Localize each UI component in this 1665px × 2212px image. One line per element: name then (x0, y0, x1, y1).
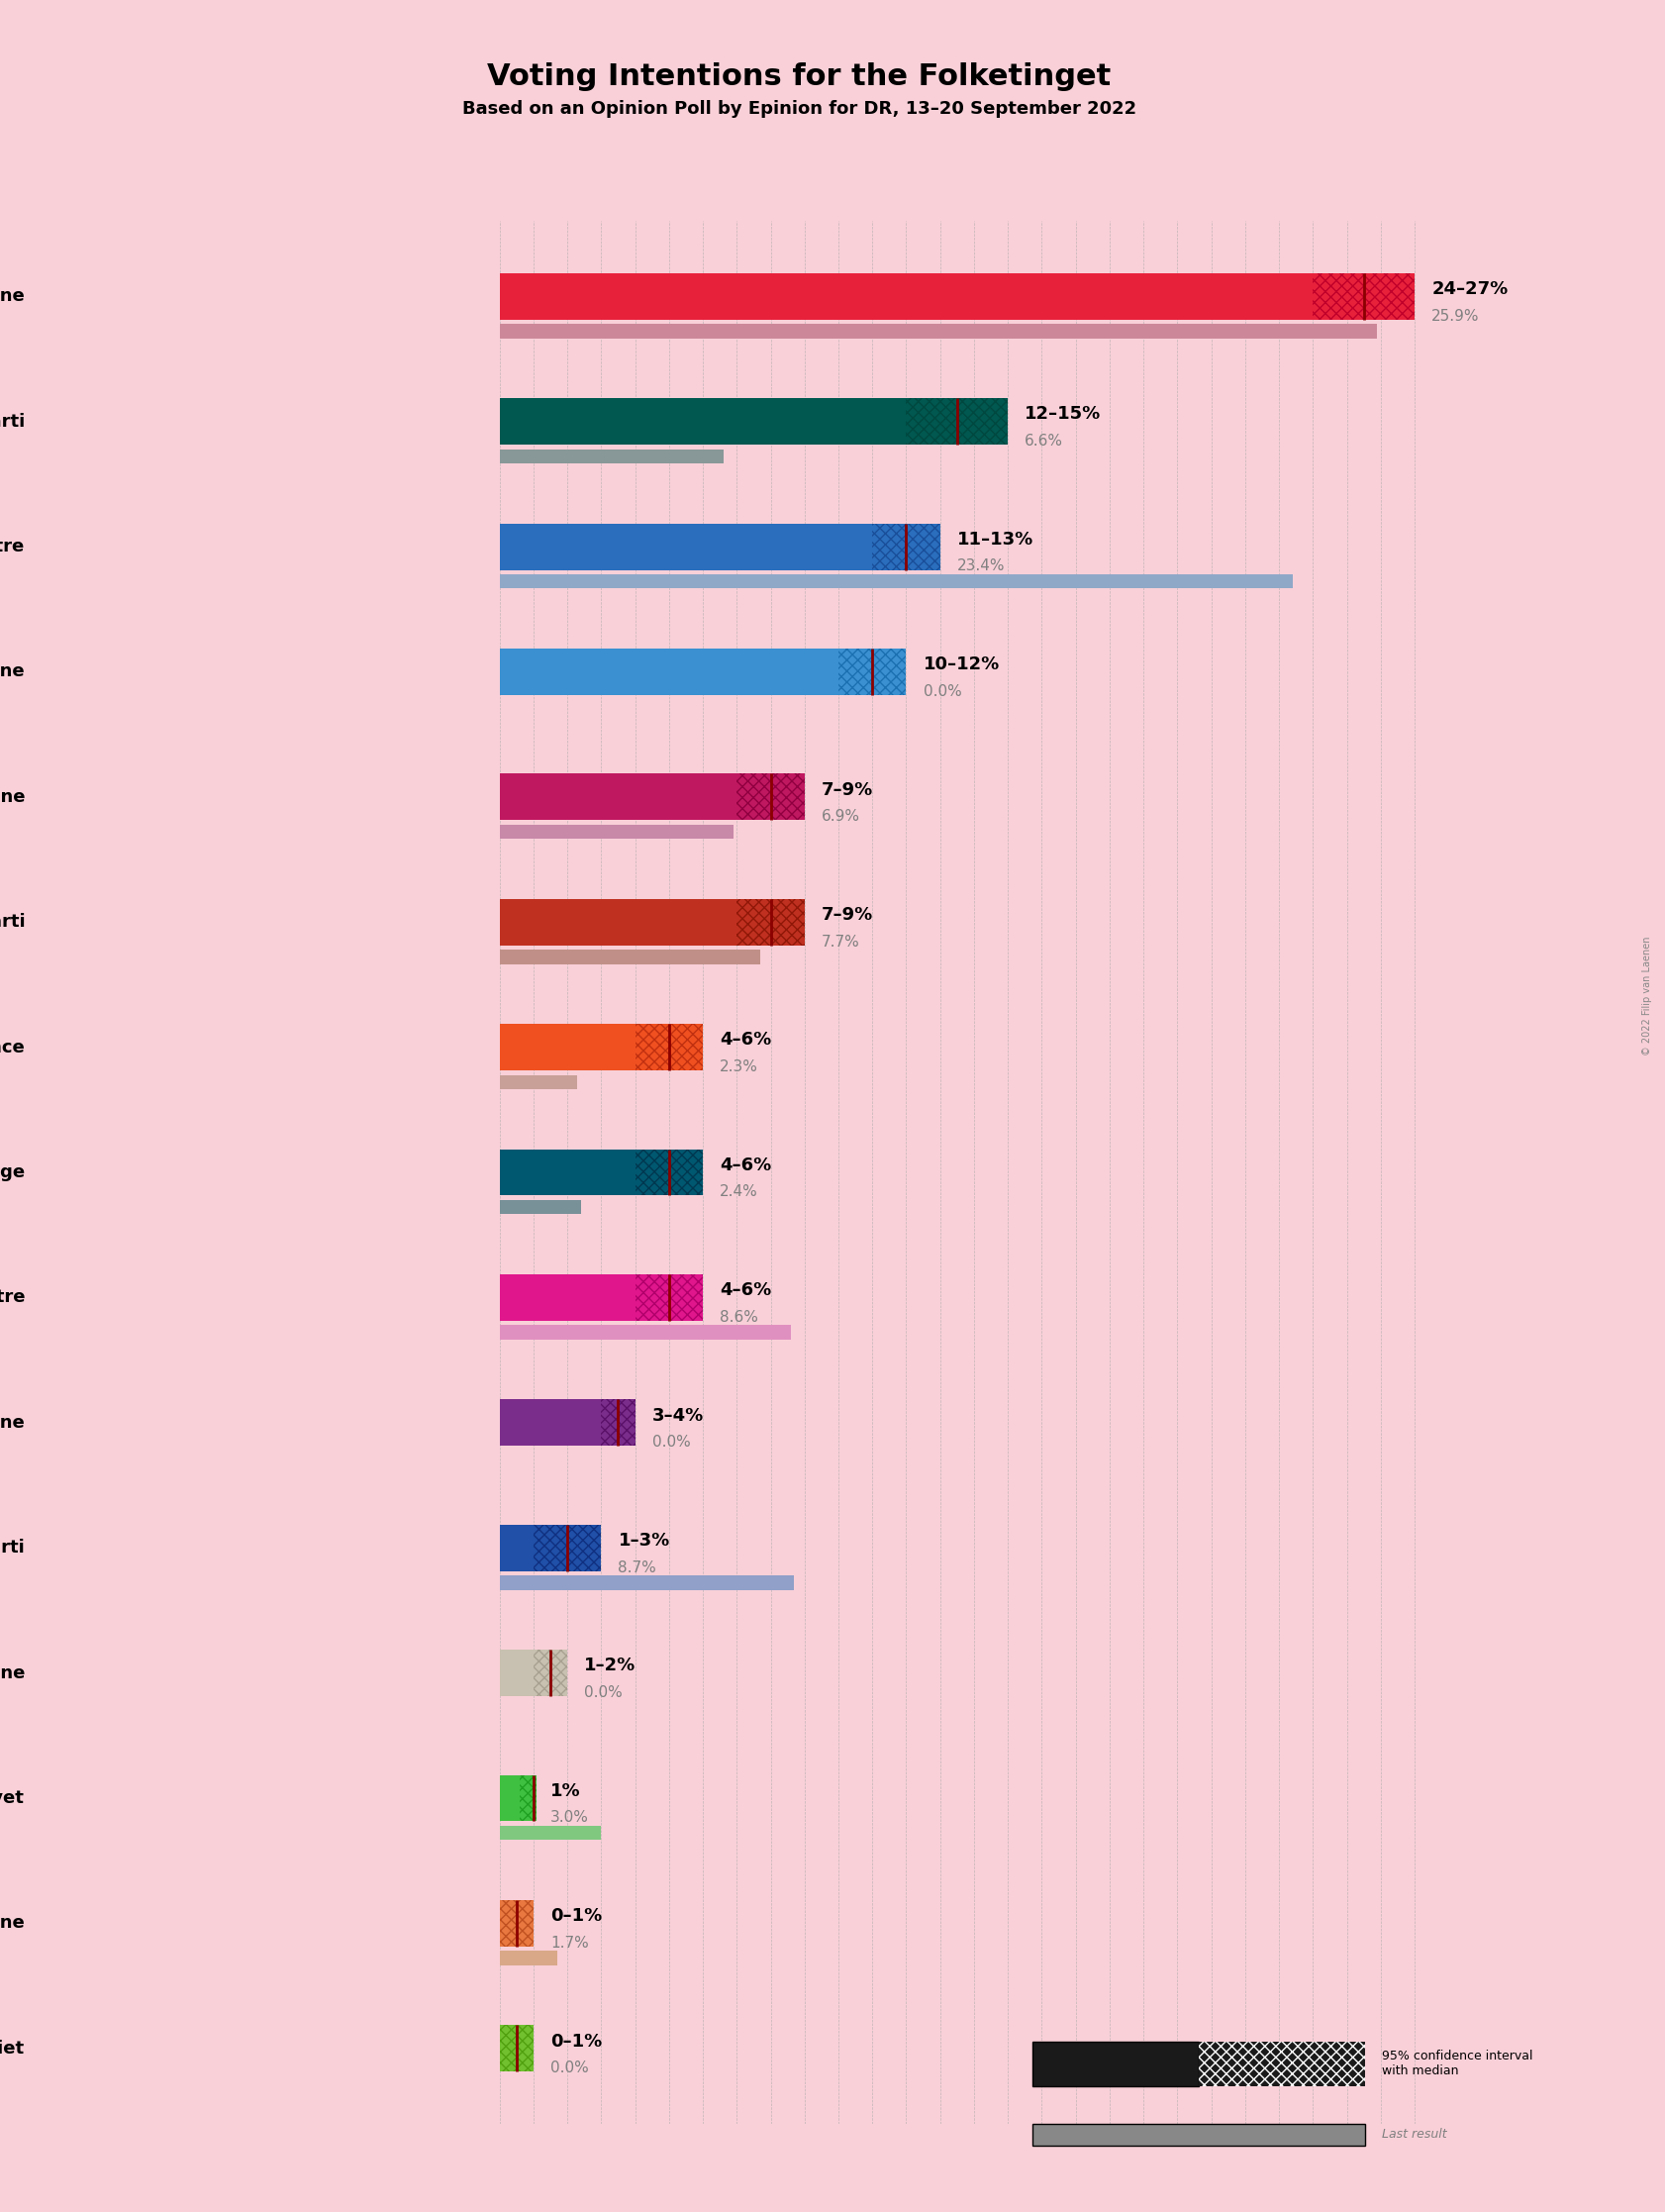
Text: Veganerpartiet: Veganerpartiet (0, 2039, 25, 2057)
Bar (499, 1951, 558, 1964)
Bar (499, 1274, 634, 1321)
Bar (499, 1575, 794, 1590)
Text: Nye Borgerlige: Nye Borgerlige (0, 1164, 25, 1181)
Text: 0–1%: 0–1% (551, 1907, 603, 1924)
Text: Dansk Folkeparti: Dansk Folkeparti (0, 1540, 25, 1557)
Text: Voting Intentions for the Folketinget: Voting Intentions for the Folketinget (488, 62, 1111, 91)
Bar (499, 272, 1314, 319)
Bar (1314, 272, 1415, 319)
Text: 4–6%: 4–6% (719, 1031, 771, 1048)
Bar (736, 774, 804, 821)
Bar (736, 898, 804, 945)
Text: 6.9%: 6.9% (821, 810, 861, 825)
Bar (499, 1325, 791, 1340)
Text: 1%: 1% (551, 1783, 581, 1801)
Bar (499, 575, 1292, 588)
Text: Enhedslisten–De Rød-Grønne: Enhedslisten–De Rød-Grønne (0, 787, 25, 805)
Text: 12–15%: 12–15% (1026, 405, 1101, 422)
Text: Danmarksdemokraterne: Danmarksdemokraterne (0, 664, 25, 681)
Bar (634, 1024, 703, 1071)
Bar (906, 398, 1007, 445)
Text: 7–9%: 7–9% (821, 781, 872, 799)
Text: Kristendemokraterne: Kristendemokraterne (0, 1913, 25, 1933)
Text: 24–27%: 24–27% (1432, 281, 1508, 299)
Bar (499, 323, 1377, 338)
Text: 7.7%: 7.7% (821, 933, 859, 949)
Bar (533, 1524, 601, 1571)
Text: 1–3%: 1–3% (618, 1531, 669, 1551)
Text: 8.7%: 8.7% (618, 1559, 656, 1575)
Text: 1–2%: 1–2% (584, 1657, 636, 1674)
Bar (499, 1900, 533, 1947)
Text: 0.0%: 0.0% (922, 684, 962, 699)
Text: 23.4%: 23.4% (957, 560, 1006, 573)
Text: 10–12%: 10–12% (922, 655, 999, 672)
Bar (499, 2026, 533, 2073)
Text: 0.0%: 0.0% (584, 1686, 623, 1701)
Bar (499, 1148, 634, 1197)
Text: Liberal Alliance: Liberal Alliance (0, 1037, 25, 1055)
Text: Venstre: Venstre (0, 538, 25, 555)
Text: 11–13%: 11–13% (957, 531, 1034, 549)
Text: Last result: Last result (1382, 2128, 1447, 2141)
Text: Based on an Opinion Poll by Epinion for DR, 13–20 September 2022: Based on an Opinion Poll by Epinion for … (463, 100, 1136, 117)
Text: Socialdemokraterne: Socialdemokraterne (0, 288, 25, 305)
Bar (499, 774, 736, 821)
Text: 2.4%: 2.4% (719, 1186, 758, 1199)
Bar (499, 1774, 533, 1820)
Text: 0.0%: 0.0% (551, 2062, 589, 2075)
Text: 1.7%: 1.7% (551, 1936, 589, 1951)
Text: 8.6%: 8.6% (719, 1310, 758, 1325)
Bar (499, 1201, 581, 1214)
Text: Radikale Venstre: Radikale Venstre (0, 1290, 25, 1307)
Text: 4–6%: 4–6% (719, 1157, 771, 1175)
Text: 25.9%: 25.9% (1432, 307, 1480, 323)
Bar (499, 1825, 601, 1840)
Bar (499, 825, 733, 838)
Bar (499, 398, 906, 445)
Bar (601, 1400, 634, 1447)
Text: 95% confidence interval
with median: 95% confidence interval with median (1382, 2051, 1533, 2077)
Bar (872, 524, 941, 571)
Text: Frie Grønne: Frie Grønne (0, 1663, 25, 1681)
Bar (499, 1024, 634, 1071)
Text: 3–4%: 3–4% (653, 1407, 704, 1425)
Bar (499, 648, 839, 695)
Bar (519, 1774, 536, 1820)
Text: Socialistisk Folkeparti: Socialistisk Folkeparti (0, 914, 25, 931)
Bar (499, 524, 872, 571)
Bar (499, 898, 736, 945)
Text: © 2022 Filip van Laenen: © 2022 Filip van Laenen (1642, 936, 1652, 1055)
Bar (634, 1148, 703, 1197)
Text: 3.0%: 3.0% (551, 1809, 589, 1825)
Bar (499, 449, 723, 465)
Bar (499, 1524, 533, 1571)
Text: 7–9%: 7–9% (821, 907, 872, 925)
Bar (499, 1400, 601, 1447)
Text: 0.0%: 0.0% (653, 1436, 691, 1449)
Bar (499, 1075, 578, 1088)
Text: 6.6%: 6.6% (1026, 434, 1064, 449)
Text: Det Konservative Folkeparti: Det Konservative Folkeparti (0, 411, 25, 431)
Bar (634, 1274, 703, 1321)
Bar (839, 648, 906, 695)
Text: 2.3%: 2.3% (719, 1060, 758, 1075)
Text: 4–6%: 4–6% (719, 1281, 771, 1298)
Text: 0–1%: 0–1% (551, 2033, 603, 2051)
Bar (499, 949, 761, 964)
Text: Moderaterne: Moderaterne (0, 1413, 25, 1431)
Bar (499, 1650, 533, 1697)
Text: Alternativet: Alternativet (0, 1790, 25, 1807)
Bar (533, 1650, 568, 1697)
